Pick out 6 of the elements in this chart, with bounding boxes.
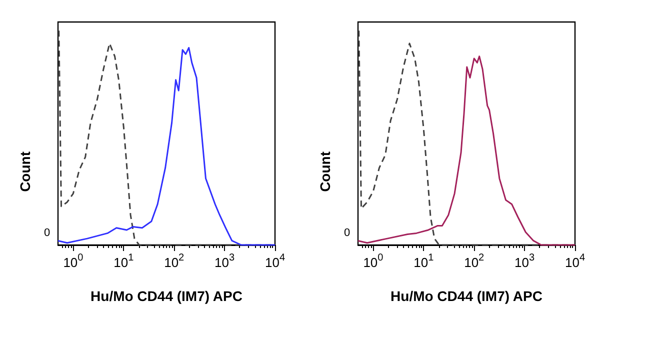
x-axis-title: Hu/Mo CD44 (IM7) APC <box>390 288 542 304</box>
y-axis-title: Count <box>317 151 333 192</box>
text: 0 <box>344 226 350 239</box>
text: 0 <box>44 226 50 239</box>
y-axis-title: Count <box>17 151 33 192</box>
x-axis-title: Hu/Mo CD44 (IM7) APC <box>90 288 242 304</box>
